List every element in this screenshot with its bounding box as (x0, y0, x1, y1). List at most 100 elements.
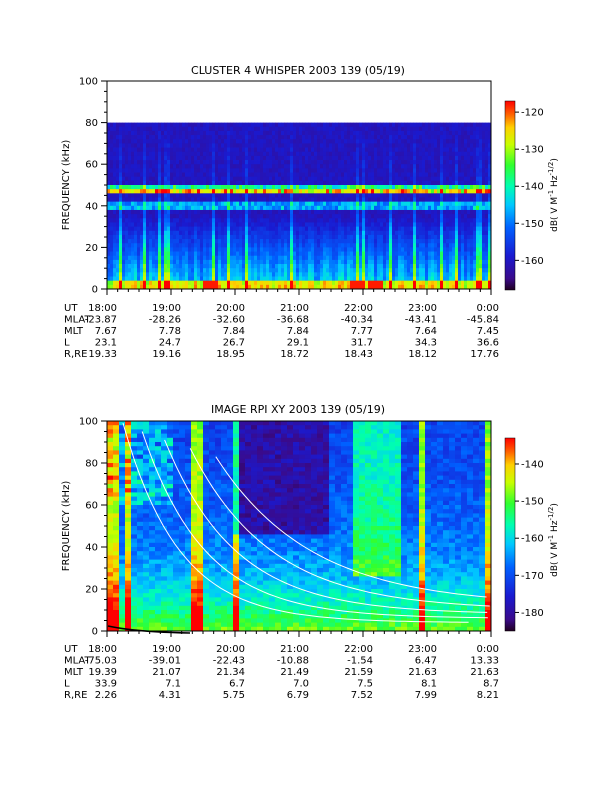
spectrogram-cell (113, 189, 117, 194)
spectrogram-cell (440, 168, 444, 173)
spectrogram-cell (401, 209, 405, 215)
spectrogram-cell (254, 222, 258, 227)
spectrogram-cell (293, 180, 297, 186)
spectrogram-cell (314, 226, 318, 232)
spectrogram-cell (317, 255, 321, 261)
spectrogram-cell (395, 255, 399, 261)
spectrogram-cell (191, 189, 195, 194)
spectrogram-cell (212, 155, 216, 161)
spectrogram-cell (206, 259, 210, 265)
spectrogram-cell (116, 155, 120, 161)
spectrogram-cell (416, 230, 420, 236)
spectrogram-cell (422, 255, 426, 261)
spectrogram-cell (170, 180, 174, 186)
spectrogram-cell (329, 160, 333, 165)
spectrogram-cell (167, 176, 171, 182)
spectrogram-cell (266, 168, 270, 173)
spectrogram-cell (470, 189, 474, 194)
spectrogram-cell (110, 126, 114, 132)
spectrogram-cell (200, 280, 204, 286)
spectrogram-cell (389, 130, 393, 136)
spectrogram-cell (434, 259, 438, 265)
spectrogram-cell (458, 222, 462, 227)
spectrogram-cell (125, 205, 129, 211)
spectrogram-cell (437, 268, 441, 273)
spectrogram-cell (224, 122, 228, 128)
spectrogram-cell (266, 147, 270, 153)
spectrogram-cell (305, 151, 309, 157)
spectrogram-cell (368, 243, 372, 248)
spectrogram-cell (161, 143, 165, 148)
spectrogram-cell (272, 197, 276, 203)
spectrogram-cell (374, 251, 378, 257)
spectrogram-cell (413, 276, 417, 282)
spectrogram-cell (368, 280, 372, 286)
spectrogram-cell (128, 234, 132, 240)
spectrogram-cell (254, 251, 258, 257)
spectrogram-cell (206, 151, 210, 157)
spectrogram-cell (365, 234, 369, 240)
spectrogram-cell (263, 251, 267, 257)
spectrogram-cell (209, 239, 213, 244)
spectrogram-cell (341, 155, 345, 161)
spectrogram-cell (302, 164, 306, 169)
spectrogram-cell (242, 151, 246, 157)
spectrogram-cell (311, 280, 315, 286)
spectrogram-cell (350, 243, 354, 248)
spectrogram-cell (215, 234, 219, 240)
spectrogram-cell (161, 222, 165, 227)
spectrogram-cell (371, 130, 375, 136)
spectrogram-cell (122, 172, 126, 178)
spectrogram-cell (260, 151, 264, 157)
spectrogram-cell (419, 234, 423, 240)
spectrogram-cell (341, 197, 345, 203)
spectrogram-cell (203, 230, 207, 236)
spectrogram-cell (467, 205, 471, 211)
spectrogram-cell (161, 205, 165, 211)
spectrogram-cell (179, 272, 183, 277)
spectrogram-cell (188, 239, 192, 244)
spectrogram-cell (410, 193, 414, 198)
spectrogram-cell (173, 160, 177, 165)
spectrogram-cell (290, 139, 294, 144)
spectrogram-cell (236, 185, 240, 190)
spectrogram-cell (356, 164, 360, 169)
spectrogram-cell (116, 185, 120, 190)
spectrogram-cell (410, 126, 414, 132)
spectrogram-cell (122, 284, 126, 290)
spectrogram-cell (239, 239, 243, 244)
spectrogram-cell (383, 239, 387, 244)
spectrogram-cell (242, 193, 246, 198)
spectrogram-cell (347, 218, 351, 223)
spectrogram-cell (398, 151, 402, 157)
spectrogram-cell (323, 264, 327, 269)
spectrogram-cell (140, 234, 144, 240)
spectrogram-cell (341, 160, 345, 165)
spectrogram-cell (218, 284, 222, 290)
spectrogram-cell (452, 176, 456, 182)
spectrogram-cell (209, 135, 213, 140)
spectrogram-cell (290, 234, 294, 240)
spectrogram-cell (476, 143, 480, 148)
spectrogram-cell (122, 155, 126, 161)
spectrogram-cell (200, 234, 204, 240)
spectrogram-cell (284, 276, 288, 282)
spectrogram-cell (281, 193, 285, 198)
spectrogram-cell (146, 135, 150, 140)
spectrogram-cell (281, 214, 285, 219)
spectrogram-cell (245, 176, 249, 182)
spectrogram-cell (194, 201, 198, 207)
spectrogram-cell (146, 230, 150, 236)
spectrogram-cell (113, 176, 117, 182)
spectrogram-cell (194, 122, 198, 128)
spectrogram-cell (185, 259, 189, 265)
spectrogram-cell (173, 276, 177, 282)
spectrogram-cell (464, 122, 468, 128)
spectrogram-cell (158, 259, 162, 265)
spectrogram-cell (374, 168, 378, 173)
spectrogram-cell (152, 130, 156, 136)
spectrogram-cell (380, 197, 384, 203)
spectrogram-cell (380, 139, 384, 144)
spectrogram-cell (272, 222, 276, 227)
spectrogram-cell (383, 230, 387, 236)
